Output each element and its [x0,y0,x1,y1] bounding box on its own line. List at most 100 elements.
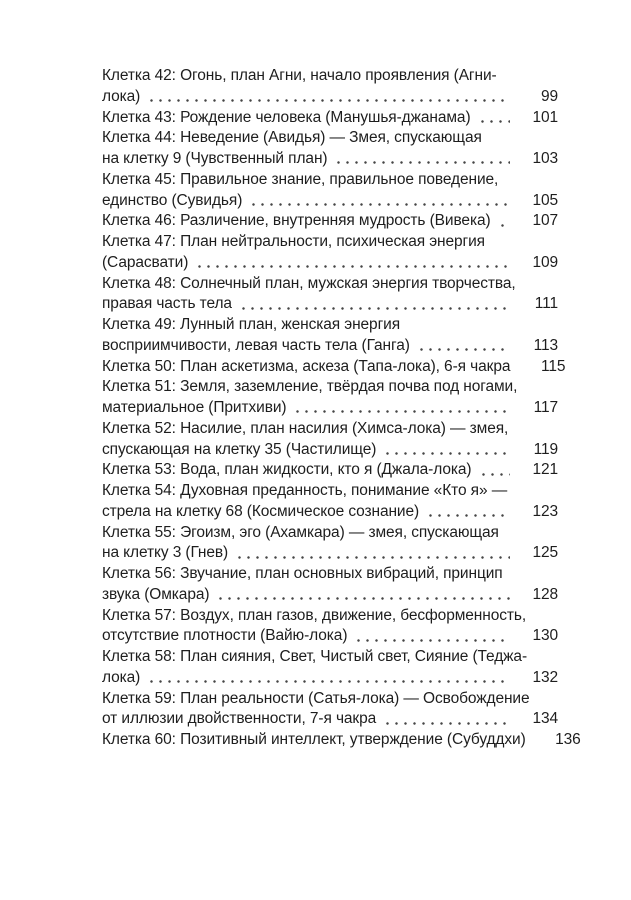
dot-leader [383,709,510,730]
page-number: 128 [532,585,558,603]
page-number: 111 [534,295,558,313]
dot-leader [293,398,510,419]
toc-line: Клетка 44: Неведение (Авидья) — Змея, сп… [102,128,558,149]
toc-line: Клетка 43: Рождение человека (Манушья-дж… [102,107,558,129]
toc-line-text: Клетка 53: Вода, план жидкости, кто я (Д… [102,461,472,479]
toc-line: лока) 99 [102,86,558,108]
toc-line-text: Клетка 49: Лунный план, женская энергия [102,316,400,333]
toc-line-text: Клетка 55: Эгоизм, эго (Ахамкара) — змея… [102,523,499,541]
page-number: 101 [532,108,558,126]
toc-line-text: единство (Сувидья) [102,191,243,209]
toc-line-text: Клетка 60: Позитивный интеллект, утвержд… [102,731,526,748]
toc-line-text: Клетка 48: Солнечный план, мужская энерг… [102,274,516,292]
toc-line-text: на клетку 3 (Гнев) [102,544,229,562]
page-number: 117 [533,399,559,416]
page-number: 105 [532,191,558,209]
dot-leader [477,107,510,129]
page-number: 123 [532,502,558,520]
toc-line-text: Клетка 50: План аскетизма, аскеза (Тапа-… [102,357,511,375]
toc-line: Клетка 49: Лунный план, женская энергия [102,315,558,336]
dot-leader [354,626,510,647]
toc-line-text: Клетка 45: Правильное знание, правильное… [102,170,499,188]
toc-line: Клетка 45: Правильное знание, правильное… [102,170,558,191]
page-number: 119 [533,440,559,458]
dot-leader [216,584,510,606]
toc-line-text: Клетка 54: Духовная преданность, пониман… [102,482,508,499]
toc-line-text: лока) [102,668,141,686]
page-number: 130 [532,627,558,645]
toc-line-text: Клетка 42: Огонь, план Агни, начало проя… [102,67,497,84]
toc-line-text: на клетку 9 (Чувственный план) [102,150,328,167]
page-number: 107 [532,212,558,230]
toc-line: на клетку 3 (Гнев) 125 [102,543,558,564]
toc-line-text: Клетка 52: Насилие, план насилия (Химса-… [102,419,509,437]
toc-line-text: (Сарасвати) [102,253,189,271]
page-number: 136 [555,731,581,748]
toc-line-text: материальное (Притхиви) [102,399,287,416]
toc-line: отсутствие плотности (Вайю-лока) 130 [102,626,558,647]
toc-line-text: стрела на клетку 68 (Космическое сознани… [102,502,420,520]
toc-line: Клетка 57: Воздух, план газов, движение,… [102,606,558,627]
toc-line: Клетка 58: План сияния, Свет, Чистый све… [102,647,558,668]
toc-line-text: Клетка 56: Звучание, план основных вибра… [102,565,503,582]
toc-line: Клетка 56: Звучание, план основных вибра… [102,564,558,585]
page-number: 115 [540,357,566,375]
toc-line-text: Клетка 44: Неведение (Авидья) — Змея, сп… [102,129,482,147]
toc-line-text: спускающая на клетку 35 (Частилище) [102,440,377,458]
dot-leader [478,460,510,481]
dot-leader [238,294,510,315]
toc-line: звука (Омкара) 128 [102,584,558,606]
toc-line: от иллюзии двойственности, 7-я чакра 134 [102,709,558,730]
dot-leader [249,190,510,212]
toc-line: восприимчивости, левая часть тела (Ганга… [102,335,559,357]
dot-leader [334,149,510,170]
toc-line-text: восприимчивости, левая часть тела (Ганга… [102,336,410,354]
dot-leader [235,543,510,564]
toc-line: Клетка 52: Насилие, план насилия (Химса-… [102,419,558,440]
toc-line: Клетка 53: Вода, план жидкости, кто я (Д… [102,460,558,481]
page-number: 132 [532,668,558,686]
toc-line-text: отсутствие плотности (Вайю-лока) [102,627,348,645]
toc-line: Клетка 42: Огонь, план Агни, начало проя… [102,66,558,87]
toc-line-text: Клетка 59: План реальности (Сатья-лока) … [102,689,530,707]
toc-line: стрела на клетку 68 (Космическое сознани… [102,501,558,523]
toc-line: Клетка 59: План реальности (Сатья-лока) … [102,689,558,710]
toc-line: лока) 132 [102,667,558,689]
toc-line: Клетка 51: Земля, заземление, твёрдая по… [102,377,558,398]
page-number: 113 [533,336,559,354]
page-number: 103 [532,150,558,167]
page-number: 99 [540,87,558,105]
table-of-contents: Клетка 42: Огонь, план Агни, начало проя… [102,66,581,751]
toc-line: Клетка 46: Различение, внутренняя мудрос… [102,211,558,232]
toc-line: спускающая на клетку 35 (Частилище) 119 [102,439,559,461]
toc-line: Клетка 47: План нейтральности, психическ… [102,232,558,253]
toc-line: материальное (Притхиви) 117 [102,398,558,419]
toc-line: Клетка 55: Эгоизм, эго (Ахамкара) — змея… [102,523,558,544]
toc-line: (Сарасвати) 109 [102,252,558,274]
toc-line-text: Клетка 51: Земля, заземление, твёрдая по… [102,378,518,396]
toc-line-text: Клетка 47: План нейтральности, психическ… [102,233,485,250]
toc-line-text: Клетка 46: Различение, внутренняя мудрос… [102,212,491,230]
dot-leader [416,335,510,357]
toc-line: единство (Сувидья) 105 [102,190,558,212]
toc-line-text: звука (Омкара) [102,585,210,603]
dot-leader [383,439,510,461]
dot-leader [426,501,510,523]
toc-line-text: Клетка 43: Рождение человека (Манушья-дж… [102,108,471,126]
dot-leader [497,211,510,232]
toc-line-text: лока) [102,87,141,105]
page-number: 125 [532,544,558,562]
toc-line: правая часть тела 111 [102,294,558,315]
toc-line: на клетку 9 (Чувственный план) 103 [102,149,558,170]
toc-line: Клетка 48: Солнечный план, мужская энерг… [102,274,558,295]
page-number: 109 [532,253,558,271]
toc-line: Клетка 60: Позитивный интеллект, утвержд… [102,730,581,751]
page-number: 134 [532,710,558,728]
dot-leader [147,86,510,108]
toc-line-text: от иллюзии двойственности, 7-я чакра [102,710,377,728]
page-number: 121 [532,461,558,479]
toc-line-text: Клетка 57: Воздух, план газов, движение,… [102,606,527,624]
toc-line: Клетка 54: Духовная преданность, пониман… [102,481,558,502]
toc-line: Клетка 50: План аскетизма, аскеза (Тапа-… [102,357,565,378]
